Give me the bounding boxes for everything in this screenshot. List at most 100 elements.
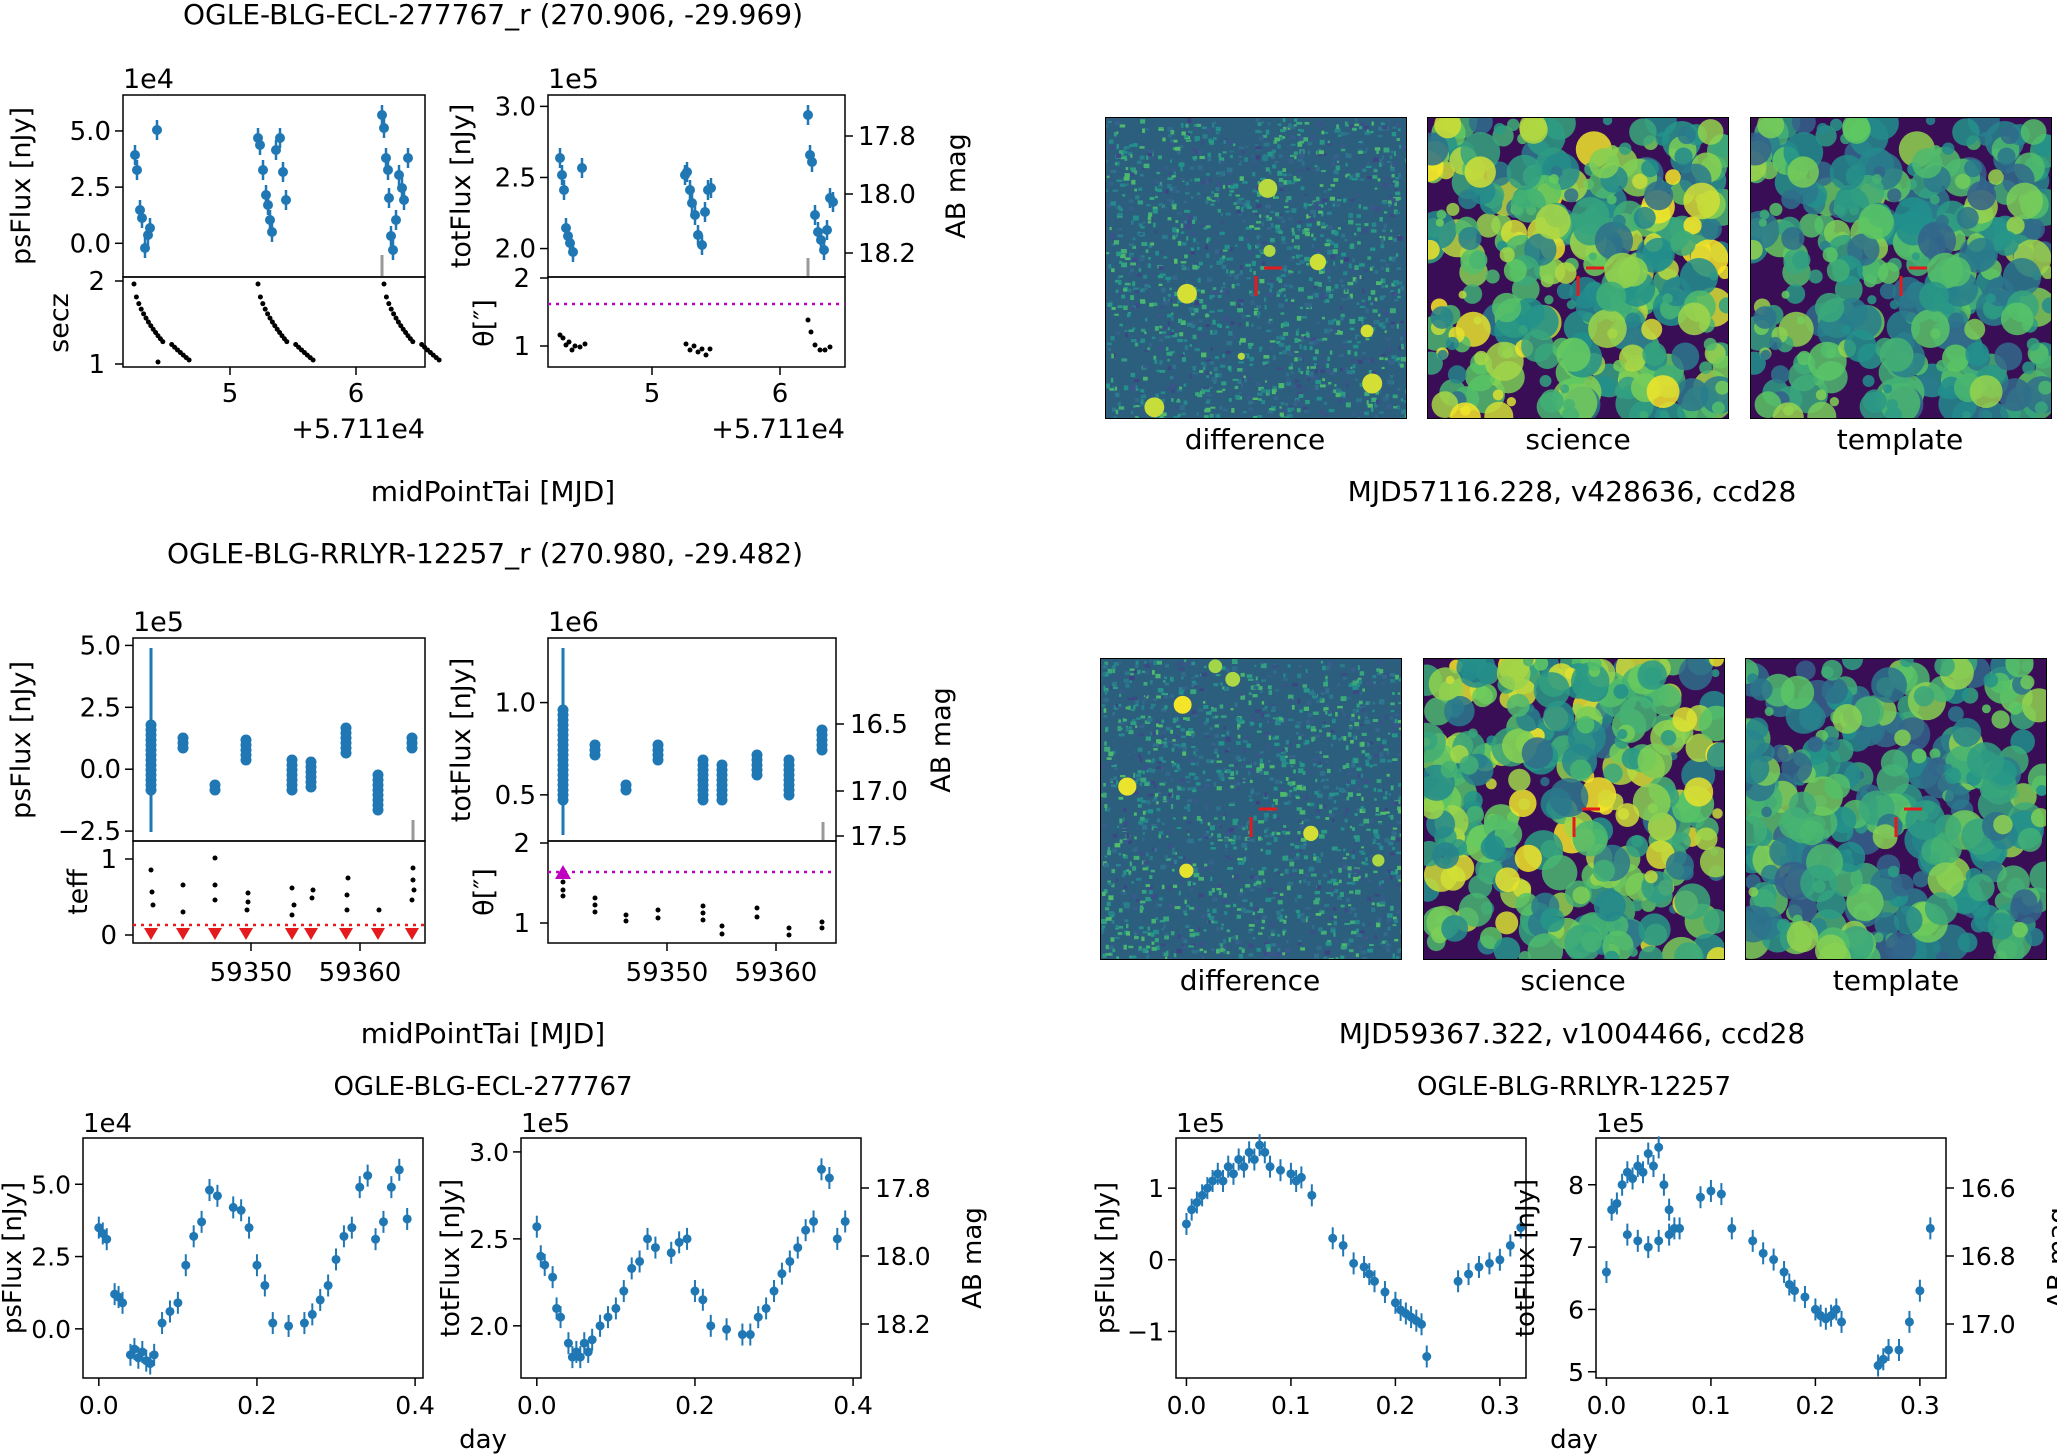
noise-pixel <box>1204 818 1208 823</box>
data-point <box>236 1205 246 1215</box>
noise-pixel <box>1374 927 1378 931</box>
noise-pixel <box>1299 762 1305 768</box>
noise-pixel <box>1202 770 1206 775</box>
noise-pixel <box>1187 808 1191 812</box>
noise-pixel <box>1297 220 1303 224</box>
noise-pixel <box>1343 257 1350 262</box>
xtick-label: 0.1 <box>1271 1391 1311 1420</box>
noise-pixel <box>1124 257 1131 261</box>
noise-pixel <box>1289 873 1295 877</box>
noise-pixel <box>1118 150 1124 155</box>
data-point <box>1837 1317 1847 1327</box>
noise-pixel <box>1392 692 1395 695</box>
xtick-label: 0.2 <box>237 1391 277 1420</box>
star-blob <box>2022 361 2035 375</box>
noise-pixel <box>1260 663 1267 669</box>
noise-pixel <box>1382 739 1387 745</box>
star-blob <box>1662 293 1673 304</box>
star-blob <box>2020 119 2047 145</box>
noise-pixel <box>1158 155 1162 160</box>
noise-pixel <box>1333 243 1339 249</box>
noise-pixel <box>1338 353 1345 358</box>
noise-pixel <box>1383 177 1390 180</box>
noise-pixel <box>1276 913 1280 917</box>
noise-pixel <box>1341 395 1346 399</box>
noise-pixel <box>1166 950 1169 955</box>
noise-pixel <box>1271 703 1275 707</box>
data-point <box>1202 1183 1212 1193</box>
noise-pixel <box>1174 146 1181 151</box>
noise-pixel <box>1315 379 1322 385</box>
aux-point <box>391 311 397 317</box>
noise-pixel <box>1277 123 1282 126</box>
noise-pixel <box>1168 172 1172 175</box>
top-theta-ylabel: θ[″] <box>469 299 500 347</box>
noise-pixel <box>1318 879 1322 885</box>
noise-pixel <box>1326 239 1332 243</box>
noise-pixel <box>1381 125 1388 130</box>
noise-pixel <box>1320 852 1324 857</box>
data-point <box>1784 1279 1794 1289</box>
noise-pixel <box>1175 220 1179 224</box>
noise-pixel <box>1167 843 1173 849</box>
noise-pixel <box>1301 316 1308 319</box>
noise-pixel <box>1330 661 1334 665</box>
upper-limit-marker <box>144 928 158 940</box>
noise-pixel <box>1235 717 1241 722</box>
noise-pixel <box>1146 155 1149 160</box>
noise-pixel <box>1187 787 1193 791</box>
data-point <box>284 1321 294 1331</box>
noise-pixel <box>1118 275 1124 278</box>
noise-pixel <box>1380 266 1385 271</box>
noise-pixel <box>1284 205 1289 209</box>
noise-pixel <box>1286 939 1289 944</box>
noise-pixel <box>1394 292 1398 297</box>
noise-pixel <box>1118 721 1125 725</box>
noise-pixel <box>1314 349 1319 354</box>
noise-pixel <box>1135 664 1139 669</box>
top-psflux-points <box>130 105 413 260</box>
noise-pixel <box>1400 887 1401 893</box>
noise-pixel <box>1149 875 1153 880</box>
aux-point <box>310 357 316 363</box>
noise-pixel <box>1191 248 1195 253</box>
noise-pixel <box>1330 161 1336 167</box>
star-blob <box>1699 361 1712 375</box>
noise-pixel <box>1132 907 1138 911</box>
noise-pixel <box>1180 728 1185 732</box>
noise-pixel <box>1365 762 1370 767</box>
noise-pixel <box>1253 815 1257 821</box>
noise-pixel <box>1372 301 1377 305</box>
noise-pixel <box>1324 202 1328 205</box>
aux-point <box>398 323 404 329</box>
noise-pixel <box>1364 223 1369 227</box>
noise-pixel <box>1119 124 1126 128</box>
noise-pixel <box>1217 309 1223 312</box>
noise-pixel <box>1199 942 1205 947</box>
noise-pixel <box>1279 406 1282 409</box>
noise-pixel <box>1211 191 1214 194</box>
noise-pixel <box>1338 738 1342 741</box>
noise-pixel <box>1252 172 1256 177</box>
star-blob <box>1476 213 1501 238</box>
noise-pixel <box>1135 660 1139 666</box>
noise-pixel <box>1360 950 1367 955</box>
noise-pixel <box>1206 778 1211 782</box>
noise-pixel <box>1390 870 1394 875</box>
noise-pixel <box>1261 400 1266 405</box>
noise-pixel <box>1124 329 1128 333</box>
noise-pixel <box>1252 189 1259 193</box>
noise-pixel <box>1194 136 1200 141</box>
noise-pixel <box>1118 852 1122 856</box>
noise-pixel <box>1169 332 1175 336</box>
noise-pixel <box>1396 820 1401 825</box>
star-blob <box>1768 336 1782 351</box>
noise-pixel <box>1111 243 1115 246</box>
noise-pixel <box>1244 909 1251 913</box>
noise-pixel <box>1236 199 1242 205</box>
noise-pixel <box>1325 260 1328 264</box>
star-blob <box>1837 297 1868 329</box>
noise-pixel <box>1276 933 1281 937</box>
noise-pixel <box>1205 865 1210 870</box>
noise-pixel <box>1327 880 1332 884</box>
